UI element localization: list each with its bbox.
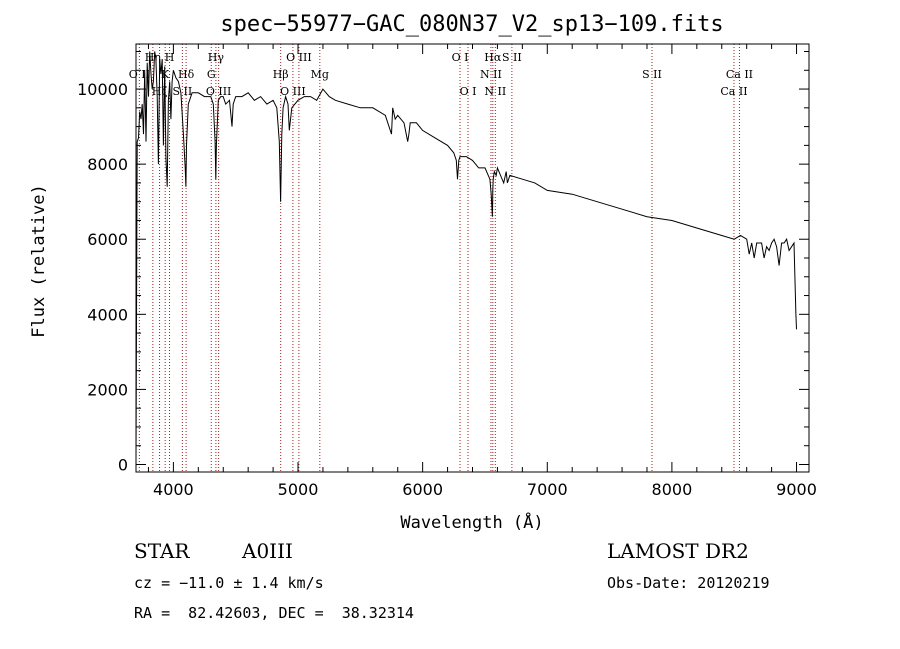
x-tick-label: 5000 [278, 480, 319, 499]
spectral-line-label: Hβ [273, 68, 289, 81]
x-axis-label: Wavelength (Å) [400, 511, 543, 533]
observation-date: Obs-Date: 20120219 [607, 574, 770, 592]
x-axis-ticks: 4000 5000 6000 7000 8000 9000 [147, 44, 817, 499]
survey-name: LAMOST DR2 [607, 539, 749, 563]
object-subclass: A0III [242, 539, 293, 563]
spectral-line-label: Ca II [720, 85, 747, 98]
spectral-line-label: O III [280, 85, 306, 98]
spectral-line-label: Mg [311, 68, 329, 81]
spectral-line-label: N II [480, 68, 502, 81]
spectral-line-label: Hα [484, 51, 502, 64]
y-axis-label: Flux (relative) [29, 184, 49, 338]
spectral-line-label: O I [452, 51, 469, 64]
x-tick-label: 9000 [776, 480, 817, 499]
redshift-text: cz = −11.0 ± 1.4 km/s [134, 574, 324, 592]
x-tick-label: 4000 [153, 480, 194, 499]
spectral-line-label: O I [460, 85, 477, 98]
object-type: STAR [134, 539, 190, 563]
spectral-line-label: Hδ [178, 68, 195, 81]
spectral-line-label: O III [286, 51, 312, 64]
y-tick-label: 10000 [77, 80, 128, 99]
spectral-line-markers [138, 44, 740, 472]
spectral-line-label: S II [642, 68, 662, 81]
y-axis-ticks: 0 2000 4000 6000 8000 10000 [77, 51, 809, 474]
spectrum-line [135, 51, 797, 458]
spectral-line-label: Hγ [208, 51, 225, 64]
x-tick-label: 8000 [652, 480, 693, 499]
spectral-line-label: Hη [145, 51, 161, 64]
spectral-line-label: K [161, 68, 170, 81]
y-tick-label: 2000 [87, 380, 128, 399]
y-tick-label: 8000 [87, 155, 128, 174]
y-tick-label: 4000 [87, 305, 128, 324]
spectral-line-label: G [207, 68, 216, 81]
x-tick-label: 6000 [402, 480, 443, 499]
spectral-line-label: S II [502, 51, 522, 64]
spectral-line-label: N II [484, 85, 506, 98]
x-tick-label: 7000 [527, 480, 568, 499]
spectral-line-label: Ca II [726, 68, 753, 81]
spectral-line-label: H [165, 51, 175, 64]
y-tick-label: 6000 [87, 230, 128, 249]
chart-title: spec−55977−GAC_080N37_V2_sp13−109.fits [220, 12, 723, 37]
spectral-line-label: O III [206, 85, 232, 98]
spectral-line-label: S II [172, 85, 192, 98]
plot-frame [135, 43, 810, 473]
y-tick-label: 0 [118, 455, 128, 474]
coordinates-text: RA = 82.42603, DEC = 38.32314 [134, 604, 414, 622]
